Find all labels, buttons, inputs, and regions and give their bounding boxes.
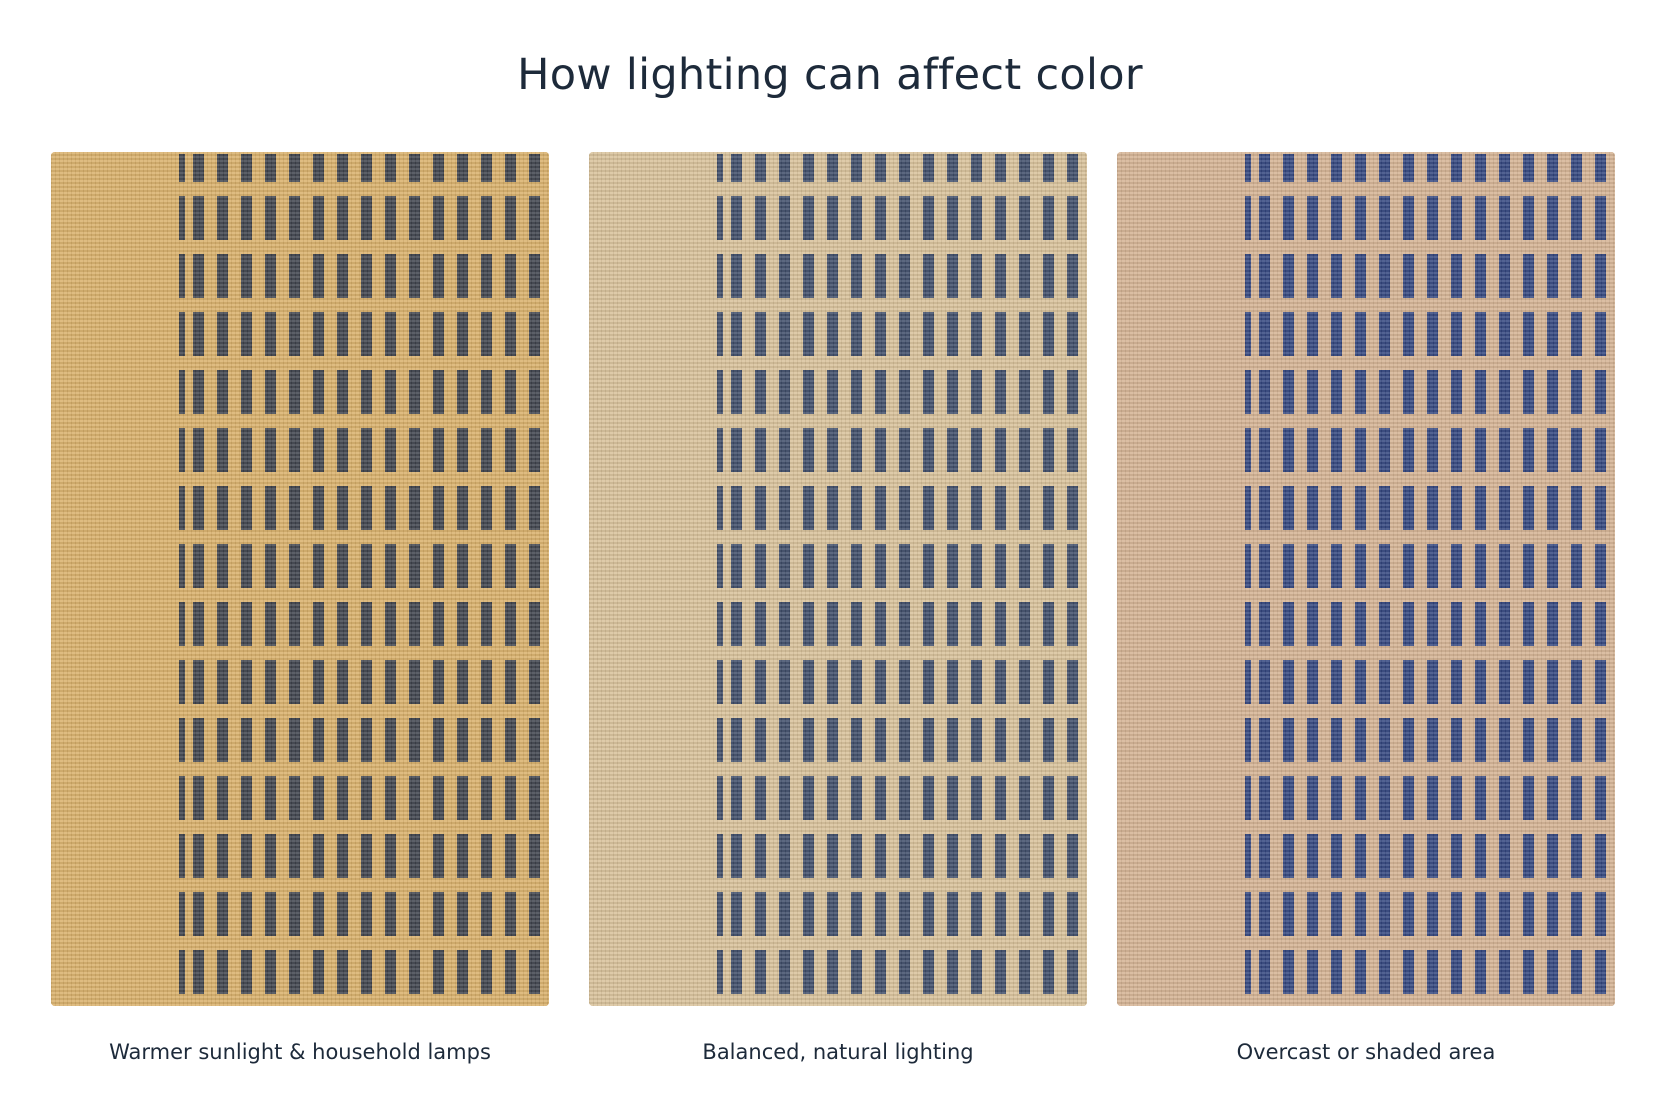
striped-weave: [1241, 152, 1615, 1006]
caption-warm: Warmer sunlight & household lamps: [109, 1040, 491, 1064]
plain-border: [1117, 152, 1241, 1006]
rug-photo-balanced: [589, 152, 1087, 1006]
page-title: How lighting can affect color: [517, 50, 1143, 100]
striped-weave: [175, 152, 549, 1006]
rug-photo-warm: [51, 152, 549, 1006]
weave-texture: [51, 152, 549, 1006]
caption-overcast: Overcast or shaded area: [1236, 1040, 1496, 1064]
weave-texture: [589, 152, 1087, 1006]
striped-weave: [713, 152, 1087, 1006]
rug-photo-overcast: [1117, 152, 1615, 1006]
caption-balanced: Balanced, natural lighting: [702, 1040, 974, 1064]
plain-border: [51, 152, 175, 1006]
weave-texture: [1117, 152, 1615, 1006]
plain-border: [589, 152, 713, 1006]
